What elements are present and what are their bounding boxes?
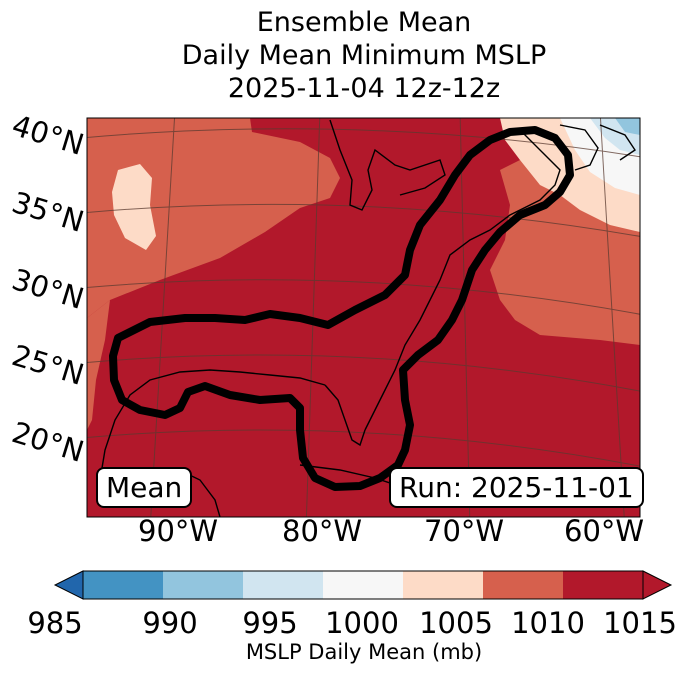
colorbar-segment	[403, 571, 484, 599]
graticule-line	[87, 203, 640, 237]
colorbar-over-arrow	[642, 570, 673, 600]
coastline-atlantic	[364, 129, 561, 431]
field-region-west	[87, 118, 340, 318]
lon-label-60: 60°W	[564, 514, 645, 548]
graticule-line	[459, 118, 471, 517]
colorbar-segment	[163, 571, 244, 599]
colorbar-tick-label: 1000	[325, 606, 399, 640]
colorbar-tick-label: 1010	[511, 606, 585, 640]
coastline-florida	[324, 384, 366, 447]
colorbar-label: MSLP Daily Mean (mb)	[245, 640, 483, 664]
field-region-northeast-deep-blue	[615, 118, 640, 135]
colorbar-tick-label: 1005	[419, 606, 493, 640]
graticule-line	[599, 118, 625, 517]
title-line-3: 2025-11-04 12z-12z	[227, 73, 501, 104]
colorbar-tick-label: 1015	[603, 606, 677, 640]
graticule-line	[87, 354, 640, 392]
colorbar	[53, 570, 673, 600]
colorbar-segment	[243, 571, 324, 599]
lon-label-90: 90°W	[138, 514, 219, 548]
colorbar-tick-label: 985	[27, 606, 83, 640]
colorbar-segment	[83, 571, 164, 599]
map-field	[87, 118, 640, 517]
lon-label-70: 70°W	[424, 514, 505, 548]
colorbar-tick-label: 995	[242, 606, 298, 640]
colorbar-segment	[483, 571, 564, 599]
colorbar-tick-label: 990	[142, 606, 198, 640]
field-region-west-lower	[87, 300, 110, 430]
run-badge: Run: 2025-11-01	[389, 467, 644, 508]
graticule-line	[87, 279, 640, 315]
lon-label-80: 80°W	[282, 514, 363, 548]
coastline-newfoundland	[599, 124, 636, 161]
graticule-line	[87, 128, 640, 158]
colorbar-segment	[563, 571, 644, 599]
mean-badge: Mean	[96, 467, 193, 508]
coastline-maritimes	[559, 124, 599, 171]
graticule-line	[87, 429, 640, 467]
field-patch-high-west	[112, 164, 156, 250]
title-line-2: Daily Mean Minimum MSLP	[181, 40, 547, 71]
colorbar-frame	[82, 570, 644, 600]
coastline-gulf	[99, 369, 326, 481]
title-line-1: Ensemble Mean	[256, 7, 472, 38]
map-frame	[86, 117, 641, 518]
colorbar-under-arrow	[53, 570, 84, 600]
coastline-great-lakes	[329, 119, 446, 211]
mslp-contour	[109, 126, 574, 491]
colorbar-segment	[323, 571, 404, 599]
